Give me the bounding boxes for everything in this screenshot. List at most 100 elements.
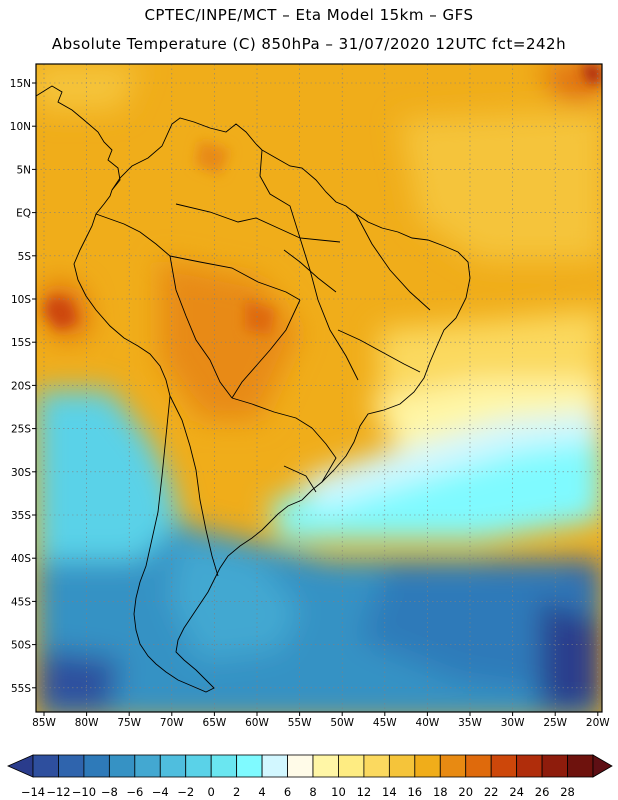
country-border (175, 203, 301, 239)
country-border (355, 213, 431, 311)
caribbean-coast (111, 117, 263, 191)
temperature-field (36, 64, 602, 712)
colorbar-swatch (439, 754, 467, 778)
colorbar-swatch (185, 754, 212, 778)
colorbar-swatch (516, 754, 543, 778)
country-border (169, 395, 219, 577)
colorbar-tick-label: −14 (21, 785, 45, 799)
colorbar-tick-label: 18 (433, 785, 448, 799)
colorbar-swatch (312, 754, 339, 778)
colorbar-swatch (159, 754, 187, 778)
country-border (169, 255, 301, 301)
colorbar-tick-label: 22 (484, 785, 499, 799)
lon-label: 85W (32, 717, 56, 729)
latitude-labels: 15N 10N 5N EQ 5S 10S 15S 20S 25S 30S 35S 40S 45S 50S 5… (10, 78, 36, 695)
colorbar-left-arrow (7, 754, 34, 778)
map-frame (35, 63, 603, 713)
colorbar-swatch (363, 754, 390, 778)
colorbar-tick-label: 6 (284, 785, 291, 799)
country-border (283, 249, 337, 293)
lat-label: 40S (11, 553, 31, 565)
lon-label: 50W (330, 717, 354, 729)
colorbar-swatch (414, 754, 441, 778)
lon-label: 45W (373, 717, 397, 729)
colorbar-swatch (287, 754, 314, 778)
lat-label: 30S (11, 467, 31, 479)
country-border (231, 397, 313, 429)
country-border (95, 213, 171, 257)
lon-label: 80W (75, 717, 99, 729)
colorbar-tick-label: −4 (152, 785, 169, 799)
country-border (337, 329, 421, 373)
colorbar-swatch (108, 754, 136, 778)
colorbar-swatch (388, 754, 416, 778)
colorbar-swatch (134, 754, 161, 778)
colorbar-swatch (32, 754, 59, 778)
colorbar-tick-label: −2 (177, 785, 194, 799)
grid-lines (36, 64, 602, 712)
lon-label: 35W (458, 717, 482, 729)
country-border (259, 149, 341, 243)
colorbar-swatch (83, 754, 110, 778)
colorbar-tick-label: −6 (126, 785, 143, 799)
country-border (311, 427, 337, 483)
lat-label: 55S (11, 683, 31, 695)
lon-label: 25W (543, 717, 567, 729)
colorbar-swatch (541, 754, 568, 778)
lon-label: 75W (117, 717, 141, 729)
colorbar-labels: −14 −12 −10 −8 −6 −4 −2 0 2 4 6 8 10 12 14 16 18 20 22 24 26… (21, 785, 575, 799)
lon-label: 55W (288, 717, 312, 729)
country-border (283, 465, 317, 493)
lat-label: 5N (16, 164, 31, 176)
country-border (169, 255, 233, 399)
colorbar-swatch (465, 754, 492, 778)
south-america-coast (73, 149, 471, 693)
colorbar-tick-label: −12 (46, 785, 70, 799)
lat-label: 20S (11, 380, 31, 392)
lat-label: 5S (18, 251, 32, 263)
colorbar-swatch (490, 754, 518, 778)
lon-label: 70W (160, 717, 184, 729)
lat-label: 25S (11, 424, 31, 436)
lat-label: 10S (11, 294, 31, 306)
lon-label: 40W (416, 717, 440, 729)
colorbar-swatch (210, 754, 238, 778)
colorbar-tick-label: 2 (233, 785, 240, 799)
lat-label: EQ (16, 208, 31, 220)
colorbar-swatch (338, 754, 365, 778)
colorbar-tick-label: −8 (101, 785, 118, 799)
colorbar-tick-label: 14 (382, 785, 397, 799)
colorbar-tick-label: 28 (560, 785, 575, 799)
central-america-coast (36, 85, 121, 191)
colorbar-tick-label: 10 (331, 785, 346, 799)
colorbar (7, 754, 613, 778)
colorbar-tick-label: 4 (258, 785, 265, 799)
colorbar-swatch (236, 754, 263, 778)
colorbar-tick-label: 16 (407, 785, 422, 799)
colorbar-swatch (567, 754, 594, 778)
colorbar-tick-label: 0 (208, 785, 215, 799)
lat-label: 15N (10, 78, 31, 90)
coastlines-borders (36, 85, 471, 693)
lat-label: 45S (11, 596, 31, 608)
chart-title-line-2: Absolute Temperature (C) 850hPa – 31/07/… (51, 35, 567, 53)
lon-label: 30W (501, 717, 525, 729)
colorbar-tick-label: 24 (509, 785, 524, 799)
lat-label: 10N (10, 121, 31, 133)
lon-label: 20W (586, 717, 610, 729)
colorbar-right-arrow (592, 754, 613, 778)
country-border (231, 299, 301, 399)
lon-label: 65W (203, 717, 227, 729)
colorbar-swatch (261, 754, 288, 778)
longitude-labels: 85W 80W 75W 70W 65W 60W 55W 50W 45W 40W 35W 30W 25W 2… (32, 712, 610, 729)
colorbar-tick-label: −10 (72, 785, 96, 799)
lat-label: 35S (11, 510, 31, 522)
colorbar-tick-label: 12 (357, 785, 372, 799)
chart-title-line-1: CPTEC/INPE/MCT – Eta Model 15km – GFS (144, 6, 474, 24)
colorbar-tick-label: 20 (458, 785, 473, 799)
lat-label: 15S (11, 337, 31, 349)
colorbar-swatch (58, 754, 85, 778)
lat-label: 50S (11, 640, 31, 652)
country-border (299, 237, 359, 381)
